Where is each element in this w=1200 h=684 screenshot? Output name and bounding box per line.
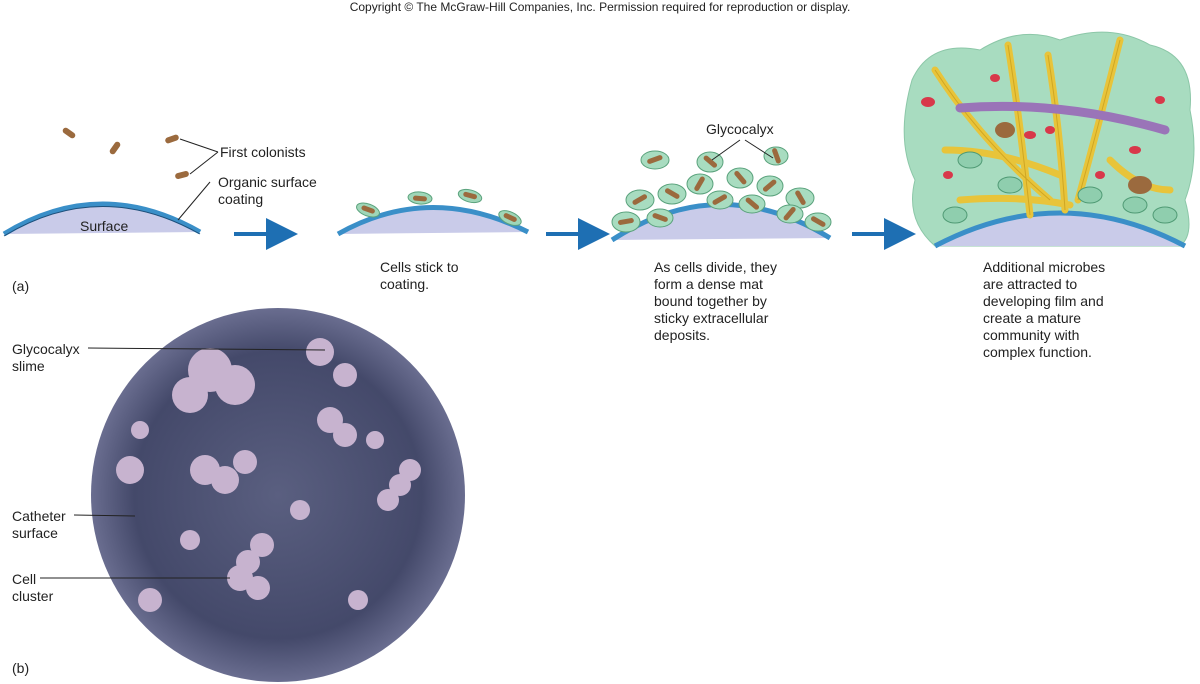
cell [165, 134, 179, 144]
caption-line: sticky extracellular [654, 310, 769, 326]
stage2-attached-cells [356, 188, 522, 226]
copyright-notice: Copyright © The McGraw-Hill Companies, I… [349, 0, 851, 14]
label-glycocalyx-slime: Glycocalyx slime [12, 341, 80, 375]
micrograph-leader-lines [40, 347, 326, 579]
caption-line: Cells stick to [380, 259, 459, 275]
cell [109, 141, 121, 155]
label-first-colonists: First colonists [220, 144, 306, 160]
stage1-surface [2, 201, 202, 237]
panel-b-tag: (b) [12, 660, 30, 676]
caption-line: developing film and [983, 293, 1104, 309]
caption-line: form a dense mat [654, 276, 763, 292]
cell [62, 127, 76, 139]
label-line: Glycocalyx [12, 341, 80, 357]
label-line: Catheter [12, 508, 66, 524]
caption-line: complex function. [983, 344, 1092, 360]
caption-line: create a mature [983, 310, 1082, 326]
caption-stage4: Additional microbes are attracted to dev… [983, 259, 1105, 361]
label-catheter-surface: Catheter surface [12, 508, 66, 542]
glycocalyx-leader-lines [711, 139, 774, 161]
stage3-cell-mat [611, 146, 832, 233]
label-cell-cluster: Cell cluster [12, 571, 53, 605]
label-organic-line2: coating [218, 191, 264, 207]
caption-line: Additional microbes [983, 259, 1106, 275]
caption-line: community with [983, 327, 1080, 343]
stage1-leader-lines [177, 138, 219, 221]
label-line: slime [12, 358, 45, 374]
micrograph [91, 308, 465, 682]
caption-stage3: As cells divide, they form a dense mat b… [654, 259, 777, 344]
panel-a-tag: (a) [12, 278, 30, 294]
label-line: Cell [12, 571, 37, 587]
cell [175, 170, 189, 180]
label-line: cluster [12, 588, 54, 604]
caption-stage2: Cells stick to coating. [380, 259, 459, 293]
label-line: surface [12, 525, 58, 541]
caption-line: are attracted to [983, 276, 1078, 292]
caption-line: bound together by [654, 293, 767, 309]
first-colonist-cells [62, 127, 189, 180]
caption-line: coating. [380, 276, 430, 292]
caption-line: deposits. [654, 327, 711, 343]
stage4-mature-biofilm [903, 31, 1195, 249]
caption-line: As cells divide, they [654, 259, 777, 275]
label-organic-line1: Organic surface [218, 174, 317, 190]
label-glycocalyx: Glycocalyx [706, 121, 774, 137]
label-organic-surface-coating: Organic surface coating [218, 174, 317, 208]
label-surface: Surface [80, 218, 129, 234]
